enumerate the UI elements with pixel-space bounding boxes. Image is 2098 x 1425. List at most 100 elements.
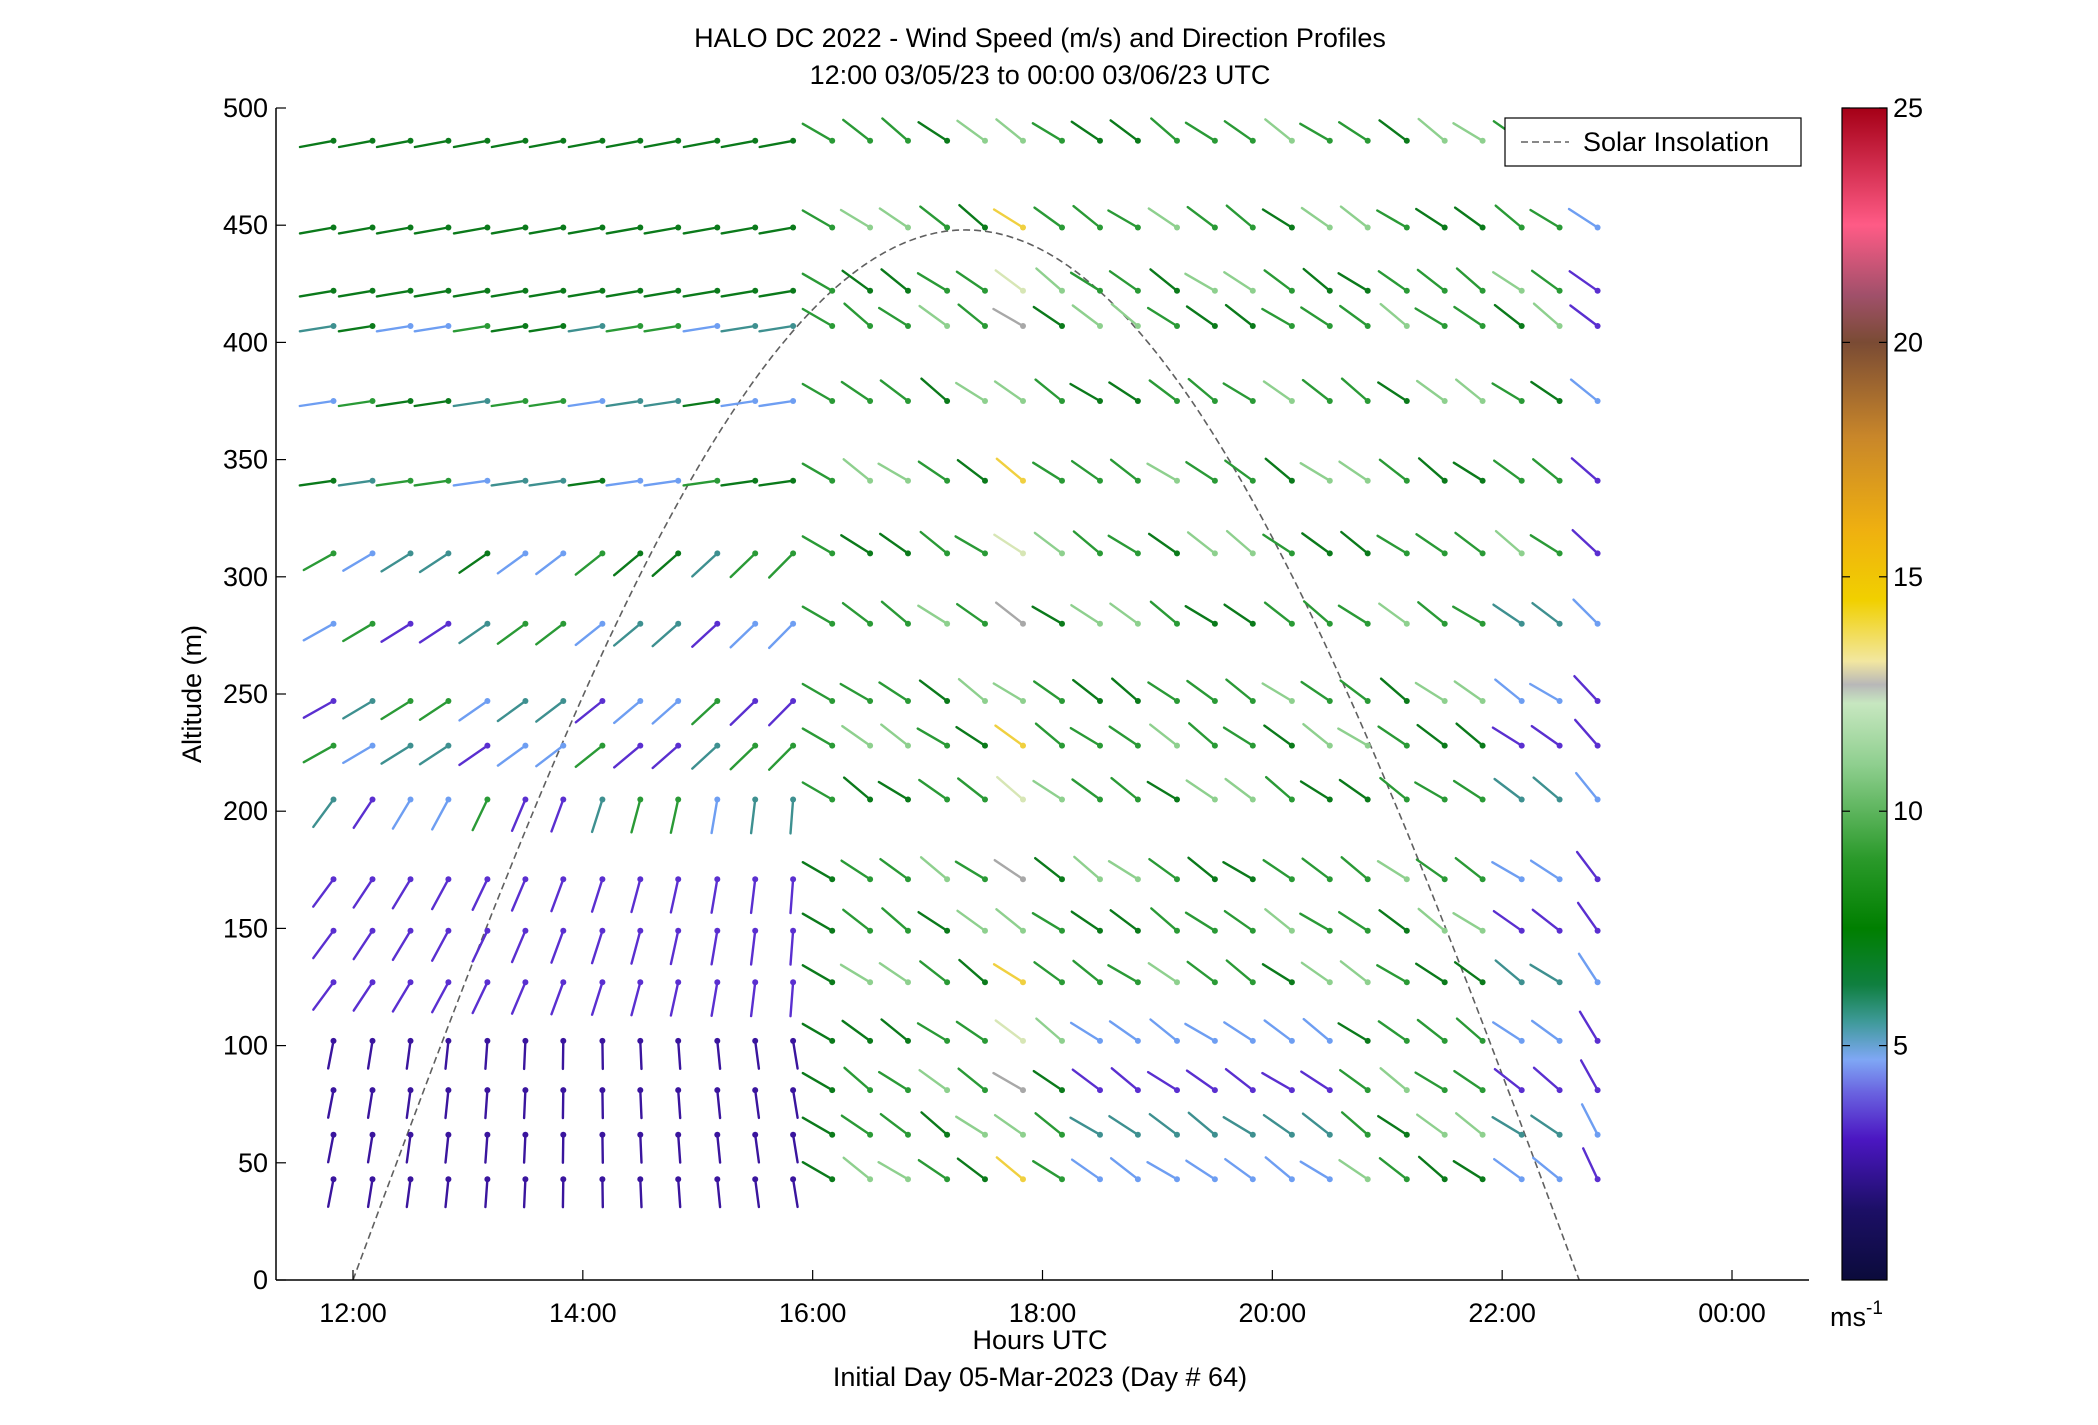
wind-barb-shaft xyxy=(956,459,987,482)
wind-barb-shaft xyxy=(1148,1112,1179,1136)
wind-barb-shaft xyxy=(801,1071,834,1092)
wind-barb-dot xyxy=(1518,398,1525,404)
wind-barb-dot xyxy=(445,742,452,749)
wind-barb-dot xyxy=(1020,742,1026,749)
wind-barb-dot xyxy=(1097,620,1103,627)
wind-barb-shaft xyxy=(1110,677,1140,703)
wind-barb-shaft xyxy=(302,552,335,572)
wind-barb-dot xyxy=(714,927,721,934)
wind-barb-dot xyxy=(1097,1176,1103,1183)
wind-barb-dot xyxy=(944,137,951,144)
wind-barb-dot xyxy=(1211,698,1218,704)
wind-barb-shaft xyxy=(957,1067,987,1092)
wind-barb-dot xyxy=(714,1087,721,1094)
wind-barb-shaft xyxy=(754,1088,761,1120)
wind-barb-dot xyxy=(1134,323,1141,329)
wind-barb-shaft xyxy=(768,552,795,579)
wind-barb-dot xyxy=(1097,287,1103,294)
wind-barb-dot xyxy=(867,1087,874,1094)
y-tick-label: 400 xyxy=(223,327,268,357)
wind-barb-shaft xyxy=(1031,461,1064,482)
wind-barb-dot xyxy=(1403,398,1410,404)
wind-barb-dot xyxy=(1059,698,1065,704)
wind-barb-shaft xyxy=(1337,727,1369,747)
wind-barb-dot xyxy=(445,1087,452,1094)
wind-barb-shaft xyxy=(1069,1021,1102,1043)
wind-barb-dot xyxy=(1518,323,1525,329)
wind-barb-dot xyxy=(1288,1131,1295,1138)
wind-barb-shaft xyxy=(496,699,527,723)
wind-barb-dot xyxy=(1326,620,1333,627)
wind-barb-dot xyxy=(1174,620,1180,627)
wind-barb-dot xyxy=(905,1037,911,1044)
wind-barb-dot xyxy=(407,1037,414,1044)
wind-barb-shaft xyxy=(716,1088,722,1120)
wind-barb-shaft xyxy=(729,622,757,649)
wind-barb-shaft xyxy=(878,1070,910,1092)
wind-barb-shaft xyxy=(880,268,910,292)
wind-barb-shaft xyxy=(1453,961,1484,984)
wind-barb-dot xyxy=(1288,1087,1295,1094)
wind-barb-shaft xyxy=(1224,459,1255,482)
wind-barb-shaft xyxy=(1070,604,1102,625)
wind-barb-shaft xyxy=(605,324,642,333)
wind-barb-shaft xyxy=(431,929,450,962)
wind-barb-shaft xyxy=(413,399,450,408)
wind-barb-shaft xyxy=(669,878,680,914)
wind-barb-dot xyxy=(714,323,721,329)
wind-barb-shaft xyxy=(754,1039,761,1070)
wind-barb-dot xyxy=(330,137,337,144)
wind-barb-shaft xyxy=(691,744,719,770)
wind-barb-dot xyxy=(637,742,644,749)
wind-barb-shaft xyxy=(458,552,489,574)
wind-barb-shaft xyxy=(528,226,565,235)
wind-barb-shaft xyxy=(880,600,910,625)
wind-barb-shaft xyxy=(418,552,450,574)
y-tick-label: 150 xyxy=(223,913,268,943)
wind-barb-dot xyxy=(829,1037,836,1044)
y-tick-label: 100 xyxy=(223,1031,268,1061)
wind-barb-shaft xyxy=(758,399,795,408)
wind-barb-dot xyxy=(445,477,452,484)
wind-barb-dot xyxy=(675,620,682,627)
wind-barb-shaft xyxy=(801,912,834,932)
wind-barb-dot xyxy=(1059,620,1065,627)
wind-barb-dot xyxy=(790,742,797,749)
wind-barb-dot xyxy=(560,620,567,627)
x-tick-label: 18:00 xyxy=(1009,1298,1077,1328)
wind-barb-dot xyxy=(752,620,759,627)
wind-barb-shaft xyxy=(1107,964,1140,984)
wind-barb-shaft xyxy=(1109,909,1140,932)
wind-barb-shaft xyxy=(342,552,374,572)
legend-label: Solar Insolation xyxy=(1583,127,1769,157)
wind-barb-shaft xyxy=(1184,272,1217,292)
wind-barb-shaft xyxy=(1529,534,1561,555)
wind-barb-dot xyxy=(484,796,491,803)
wind-barb-shaft xyxy=(1033,531,1064,555)
wind-barb-dot xyxy=(1211,876,1218,883)
wind-barb-dot xyxy=(599,477,606,484)
wind-barb-shaft xyxy=(1337,272,1369,292)
wind-barb-dot xyxy=(522,620,529,627)
wind-barb-dot xyxy=(829,927,836,934)
wind-barb-dot xyxy=(1326,796,1333,803)
wind-barb-shaft xyxy=(1223,1021,1255,1043)
wind-barb-dot xyxy=(1403,698,1410,704)
wind-barb-dot xyxy=(1441,698,1448,704)
wind-barb-shaft xyxy=(801,861,834,881)
wind-barb-shaft xyxy=(1262,1113,1294,1136)
wind-barb-dot xyxy=(522,137,529,144)
wind-barb-shaft xyxy=(490,399,527,408)
wind-barb-dot xyxy=(1249,742,1256,749)
wind-barb-shaft xyxy=(366,1088,374,1120)
wind-barb-shaft xyxy=(1071,304,1102,328)
wind-barb-dot xyxy=(790,796,797,803)
wind-barb-dot xyxy=(982,1087,988,1094)
wind-barb-dot xyxy=(714,876,721,883)
wind-barb-shaft xyxy=(1108,381,1140,403)
wind-barb-dot xyxy=(752,477,759,484)
wind-barb-shaft xyxy=(1379,677,1409,703)
wind-barb-shaft xyxy=(1581,1147,1599,1181)
wind-barb-dot xyxy=(944,1037,951,1044)
wind-barb-shaft xyxy=(405,1133,412,1164)
